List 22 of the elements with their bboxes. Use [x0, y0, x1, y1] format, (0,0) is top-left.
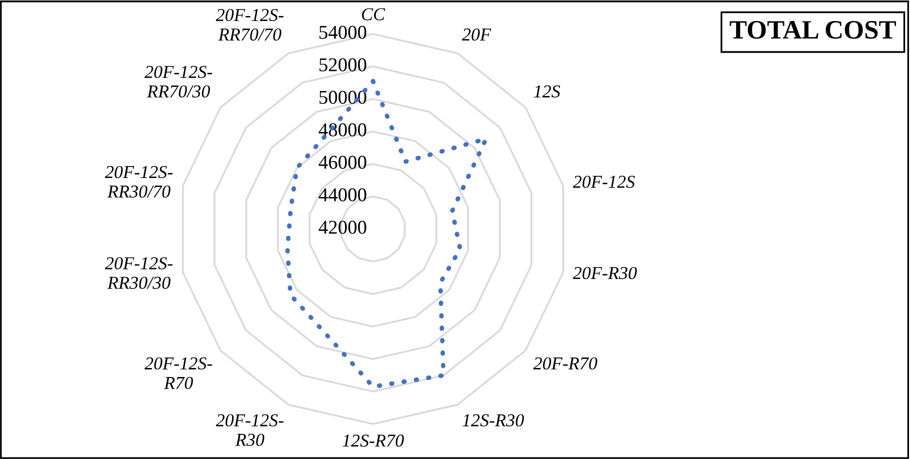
spoke-label: 12S-R30	[462, 414, 524, 426]
spoke-label: 20F-12S-R30	[216, 414, 284, 446]
spoke-label: 20F-12S	[572, 176, 635, 188]
y-tick-label: 46000	[318, 156, 366, 169]
spoke-label: 20F-12S-RR70/70	[216, 8, 284, 41]
spoke-label: CC	[362, 8, 386, 20]
spoke-label: 20F-12S-R70	[144, 357, 212, 390]
spoke-label: 20F-R70	[533, 357, 598, 370]
spoke-label: 12S	[534, 85, 560, 98]
spoke-label: 20F-12S-RR70/30	[144, 66, 212, 98]
y-tick-label: 52000	[320, 58, 366, 72]
spoke-label: 12S-R70	[342, 434, 404, 447]
y-tick-label: 50000	[320, 90, 366, 104]
spoke-label: 20F	[462, 28, 492, 41]
y-tick-label: 54000	[320, 26, 366, 39]
spoke-label: 20F-12S-RR30/70	[104, 166, 172, 198]
spoke-label: 20F-R30	[572, 266, 637, 280]
spoke-label: 20F-12S-RR30/30	[104, 257, 172, 289]
y-tick-label: 42000	[318, 220, 366, 234]
y-tick-label: 44000	[318, 188, 366, 202]
y-tick-label: 48000	[318, 123, 366, 136]
text: TOTAL COST	[730, 21, 896, 39]
